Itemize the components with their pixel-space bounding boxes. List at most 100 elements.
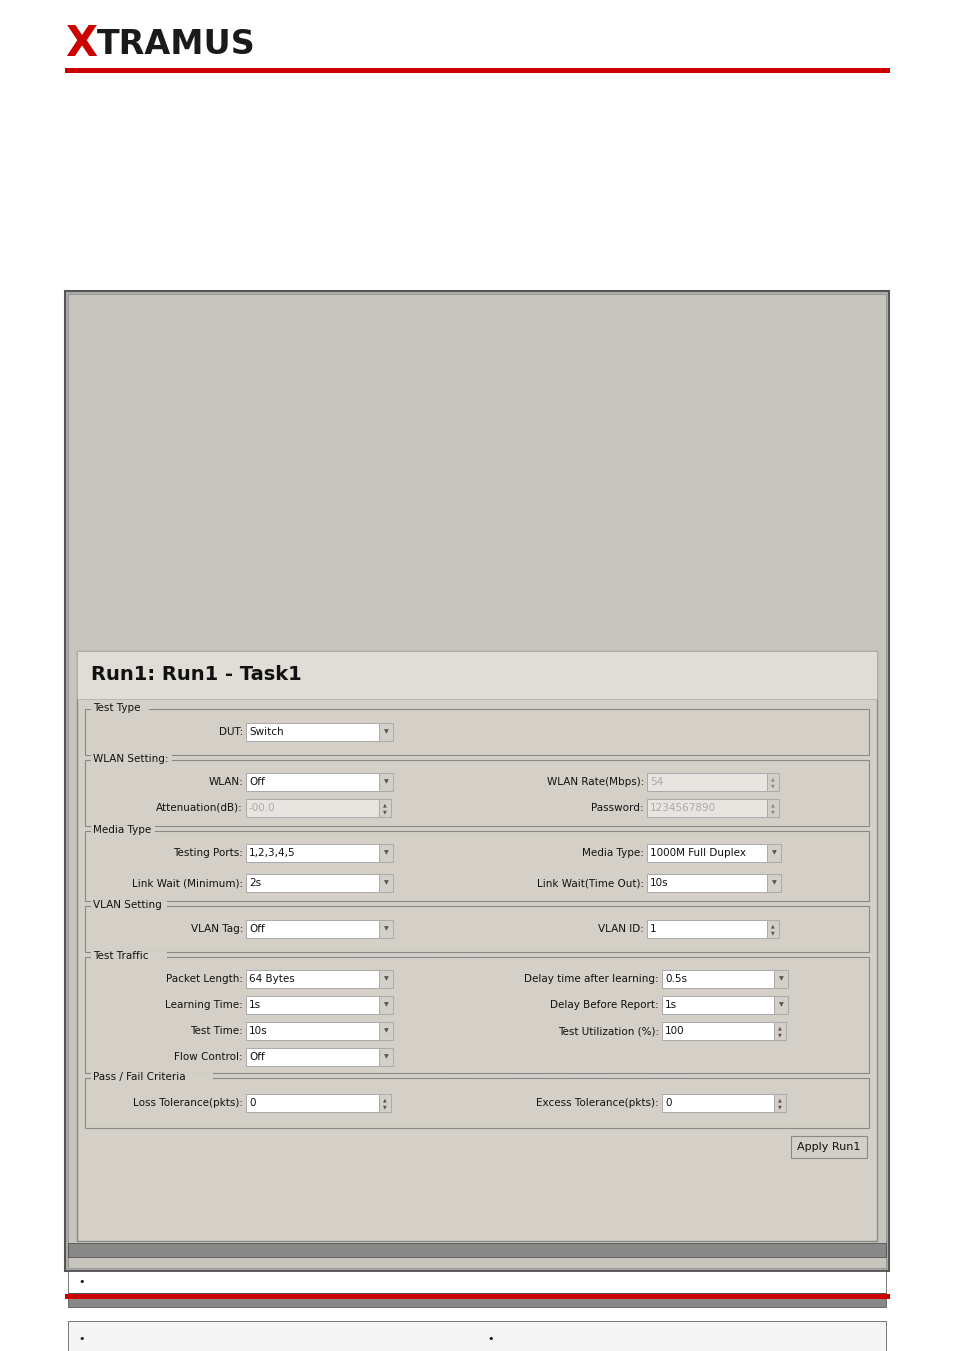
- Bar: [77, 651, 876, 1242]
- Text: Packet Length:: Packet Length:: [166, 974, 243, 984]
- Text: Apply Run1: Apply Run1: [797, 1142, 860, 1152]
- Bar: [378, 874, 393, 892]
- Text: X: X: [65, 23, 97, 65]
- Bar: [65, 1294, 889, 1300]
- Bar: [378, 723, 393, 740]
- Bar: [646, 773, 766, 790]
- Text: 0.5s: 0.5s: [664, 974, 686, 984]
- Bar: [85, 957, 868, 1073]
- Text: Loss Tolerance(pkts):: Loss Tolerance(pkts):: [132, 1098, 243, 1108]
- Bar: [85, 907, 868, 952]
- Text: VLAN ID:: VLAN ID:: [598, 924, 643, 934]
- Text: •: •: [486, 1333, 493, 1344]
- Bar: [661, 1021, 773, 1040]
- Bar: [378, 798, 391, 817]
- Bar: [773, 970, 787, 988]
- Text: Media Type:: Media Type:: [581, 848, 643, 858]
- Bar: [661, 1094, 773, 1112]
- Bar: [773, 1021, 785, 1040]
- Text: Password:: Password:: [591, 802, 643, 813]
- Bar: [378, 1048, 393, 1066]
- Text: Attenuation(dB):: Attenuation(dB):: [156, 802, 243, 813]
- Text: Link Wait(Time Out):: Link Wait(Time Out):: [537, 878, 643, 888]
- Bar: [661, 970, 773, 988]
- Text: ▲: ▲: [770, 777, 774, 781]
- Text: 1s: 1s: [249, 1000, 261, 1011]
- Bar: [661, 996, 773, 1015]
- Bar: [246, 970, 378, 988]
- Text: ▼: ▼: [383, 780, 388, 785]
- Bar: [246, 1094, 378, 1112]
- Text: ▼: ▼: [778, 977, 782, 981]
- Text: 0: 0: [664, 1098, 671, 1108]
- Text: 10s: 10s: [649, 878, 668, 888]
- Text: ▼: ▼: [771, 851, 776, 855]
- Text: 1000M Full Duplex: 1000M Full Duplex: [649, 848, 745, 858]
- Bar: [766, 773, 779, 790]
- Text: Excess Tolerance(pkts):: Excess Tolerance(pkts):: [536, 1098, 659, 1108]
- Text: ▼: ▼: [778, 1105, 781, 1109]
- Bar: [91, 755, 172, 765]
- Text: ▼: ▼: [770, 784, 774, 789]
- Text: Off: Off: [249, 1052, 265, 1062]
- Bar: [246, 723, 378, 740]
- Text: ▲: ▲: [778, 1097, 781, 1102]
- Bar: [378, 970, 393, 988]
- Text: Link Wait (Minimum):: Link Wait (Minimum):: [132, 878, 243, 888]
- Text: 1: 1: [649, 924, 656, 934]
- Text: ▼: ▼: [383, 1028, 388, 1034]
- Text: 1s: 1s: [664, 1000, 677, 1011]
- Text: ▼: ▼: [383, 730, 388, 735]
- Text: Testing Ports:: Testing Ports:: [172, 848, 243, 858]
- Text: TRAMUS: TRAMUS: [97, 27, 255, 61]
- Bar: [773, 996, 787, 1015]
- Text: ▼: ▼: [771, 881, 776, 885]
- Bar: [91, 704, 149, 713]
- Bar: [246, 844, 378, 862]
- Text: ▼: ▼: [383, 1002, 388, 1008]
- Bar: [85, 831, 868, 901]
- Text: ▼: ▼: [383, 927, 388, 931]
- Text: Switch: Switch: [249, 727, 283, 738]
- Text: -00.0: -00.0: [249, 802, 275, 813]
- Bar: [68, 295, 885, 1269]
- Bar: [65, 68, 889, 73]
- Text: Off: Off: [249, 777, 265, 788]
- Bar: [766, 874, 781, 892]
- Text: ▲: ▲: [383, 802, 387, 808]
- Text: WLAN:: WLAN:: [208, 777, 243, 788]
- Bar: [91, 825, 154, 836]
- Text: Media Type: Media Type: [92, 825, 152, 835]
- Bar: [85, 1078, 868, 1128]
- Text: ▼: ▼: [383, 881, 388, 885]
- Text: ▼: ▼: [383, 1055, 388, 1059]
- Bar: [646, 844, 766, 862]
- Text: ▲: ▲: [770, 924, 774, 928]
- Bar: [246, 874, 378, 892]
- Text: Off: Off: [249, 924, 265, 934]
- Bar: [65, 290, 888, 1271]
- Bar: [766, 844, 781, 862]
- Text: 0: 0: [249, 1098, 255, 1108]
- Text: Delay Before Report:: Delay Before Report:: [550, 1000, 659, 1011]
- Bar: [646, 798, 766, 817]
- Text: 10s: 10s: [249, 1025, 268, 1036]
- Text: Delay time after learning:: Delay time after learning:: [524, 974, 659, 984]
- Text: VLAN Setting: VLAN Setting: [92, 900, 162, 911]
- Bar: [91, 901, 167, 911]
- Text: Test Type: Test Type: [92, 703, 140, 713]
- Text: Test Time:: Test Time:: [190, 1025, 243, 1036]
- Text: ▲: ▲: [770, 802, 774, 808]
- Bar: [766, 920, 779, 938]
- Bar: [646, 874, 766, 892]
- Text: Learning Time:: Learning Time:: [165, 1000, 243, 1011]
- Bar: [246, 920, 378, 938]
- Bar: [246, 1048, 378, 1066]
- Bar: [246, 996, 378, 1015]
- Text: ▲: ▲: [383, 1097, 387, 1102]
- Text: 64 Bytes: 64 Bytes: [249, 974, 294, 984]
- Text: ▲: ▲: [778, 1025, 781, 1031]
- Bar: [85, 761, 868, 825]
- Bar: [246, 773, 378, 790]
- Text: ▼: ▼: [383, 851, 388, 855]
